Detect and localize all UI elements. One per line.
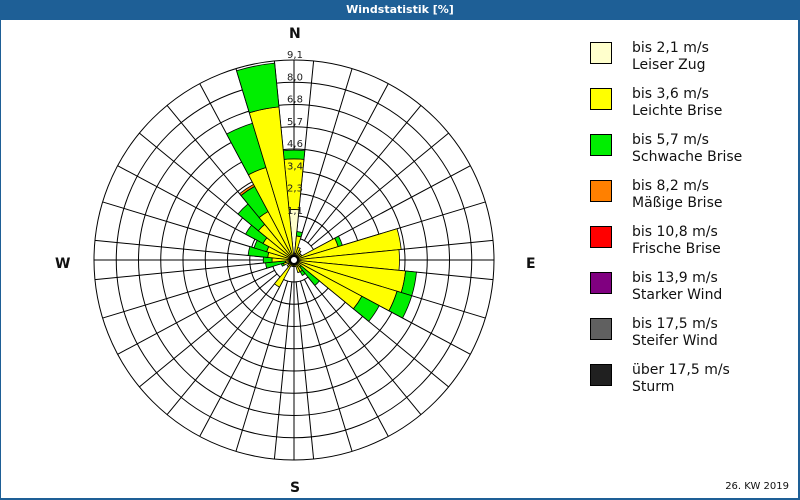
center-marker <box>289 255 299 265</box>
legend-range: über 17,5 m/s <box>632 362 730 378</box>
legend-item: bis 8,2 m/s Mäßige Brise <box>590 178 790 222</box>
legend-name: Schwache Brise <box>632 149 743 165</box>
legend-range: bis 3,6 m/s <box>632 86 709 102</box>
legend-item: bis 13,9 m/s Starker Wind <box>590 270 790 314</box>
wind-bar-segment <box>388 290 413 319</box>
legend-name: Leichte Brise <box>632 103 723 119</box>
legend-item: bis 2,1 m/s Leiser Zug <box>590 40 790 84</box>
svg-text:3,4: 3,4 <box>287 161 303 172</box>
legend-range: bis 13,9 m/s <box>632 270 718 286</box>
legend-name: Frische Brise <box>632 241 721 257</box>
chart-panel: 1,1 2,3 3,4 4,6 5,7 6,8 8,0 9,1 N E S W bis 2,1… <box>1 20 798 498</box>
period-label: 26. KW 2019 <box>725 481 789 492</box>
svg-text:9,1: 9,1 <box>287 50 303 61</box>
legend-range: bis 2,1 m/s <box>632 40 709 56</box>
wind-bar-segment <box>352 295 380 322</box>
legend-item: bis 3,6 m/s Leichte Brise <box>590 86 790 130</box>
legend-name: Sturm <box>632 379 675 395</box>
svg-text:5,7: 5,7 <box>287 117 303 128</box>
legend-swatch <box>590 272 612 294</box>
compass-west-label: W <box>55 256 71 272</box>
legend-swatch <box>590 180 612 202</box>
legend-swatch <box>590 88 612 110</box>
legend-item: bis 17,5 m/s Steifer Wind <box>590 316 790 360</box>
legend-range: bis 5,7 m/s <box>632 132 709 148</box>
legend-swatch <box>590 42 612 64</box>
legend-item: bis 5,7 m/s Schwache Brise <box>590 132 790 176</box>
wind-bar-segment <box>236 62 280 114</box>
svg-text:2,3: 2,3 <box>287 184 303 195</box>
svg-text:1,1: 1,1 <box>287 206 303 217</box>
wind-bar-segment <box>299 269 306 277</box>
wind-bar-segment <box>299 265 321 287</box>
legend-name: Steifer Wind <box>632 333 718 349</box>
legend-name: Mäßige Brise <box>632 195 723 211</box>
wind-bar-segment <box>295 231 303 238</box>
svg-text:4,6: 4,6 <box>287 139 303 150</box>
ring-labels: 1,1 2,3 3,4 4,6 5,7 6,8 8,0 9,1 <box>287 50 303 217</box>
svg-text:6,8: 6,8 <box>287 95 303 106</box>
legend-item: bis 10,8 m/s Frische Brise <box>590 224 790 268</box>
legend-swatch <box>590 364 612 386</box>
legend-name: Leiser Zug <box>632 57 706 73</box>
svg-text:8,0: 8,0 <box>287 72 303 83</box>
legend-swatch <box>590 134 612 156</box>
wind-bars <box>226 62 417 322</box>
wind-rose-chart: 1,1 2,3 3,4 4,6 5,7 6,8 8,0 9,1 <box>93 50 495 461</box>
legend-swatch <box>590 318 612 340</box>
chart-title: Windstatistik [%] <box>0 0 800 20</box>
legend-range: bis 10,8 m/s <box>632 224 718 240</box>
compass-east-label: E <box>526 256 536 272</box>
compass-north-label: N <box>289 26 301 42</box>
legend-range: bis 8,2 m/s <box>632 178 709 194</box>
legend-range: bis 17,5 m/s <box>632 316 718 332</box>
legend-item: über 17,5 m/s Sturm <box>590 362 790 406</box>
legend-swatch <box>590 226 612 248</box>
wind-bar-segment <box>282 149 306 160</box>
wind-bar-segment <box>247 246 270 258</box>
compass-south-label: S <box>290 480 301 496</box>
legend-name: Starker Wind <box>632 287 723 303</box>
